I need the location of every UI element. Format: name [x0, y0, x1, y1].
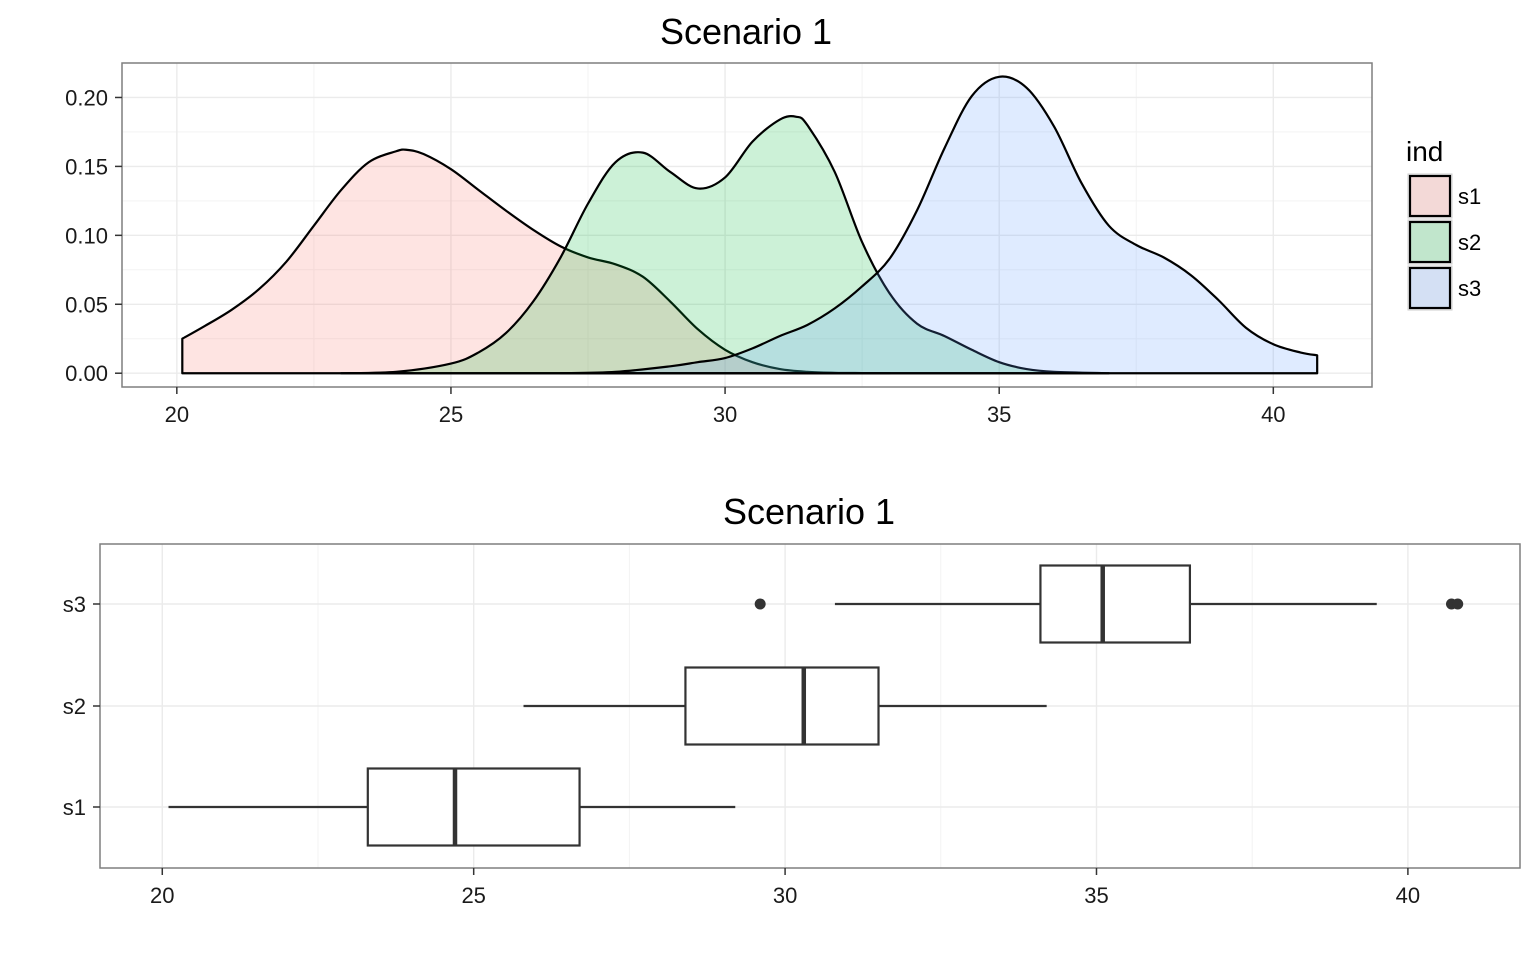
- box-s2: [684, 666, 880, 746]
- legend-key-bg: [1407, 173, 1453, 219]
- legend-label-s1: s1: [1458, 184, 1481, 209]
- density-x-tick-label: 25: [439, 402, 463, 427]
- density-x-tick-label: 35: [987, 402, 1011, 427]
- density-x-tick-label: 20: [165, 402, 189, 427]
- boxplot-x-tick-label: 40: [1396, 883, 1420, 908]
- density-x-tick-label: 30: [713, 402, 737, 427]
- box-s3: [1039, 564, 1192, 644]
- boxplot-y-tick-label: s1: [63, 795, 86, 820]
- density-panel-border: [121, 62, 1373, 388]
- density-area-s2: [340, 115, 1110, 375]
- density-plot: Scenario 1 20 25 30 35 40 0.00 0.05 0.10 0.15 0.2…: [65, 11, 1481, 427]
- legend-keys: s1 s2 s3: [1407, 173, 1481, 311]
- boxplot-boxes: [168, 564, 1464, 847]
- boxplot-x-tick-label: 20: [150, 883, 174, 908]
- boxplot-title: Scenario 1: [723, 491, 895, 532]
- density-areas: [181, 75, 1319, 375]
- legend-key-s2: [1408, 220, 1452, 264]
- density-area-s3: [559, 75, 1319, 375]
- legend-key-s1: [1408, 174, 1452, 218]
- density-y-tick-label: 0.15: [65, 154, 108, 179]
- legend-key-bg: [1407, 219, 1453, 265]
- legend-label-s3: s3: [1458, 276, 1481, 301]
- boxplot-x-tick-label: 30: [773, 883, 797, 908]
- outlier-s3: [1452, 598, 1464, 610]
- legend-title: ind: [1406, 136, 1443, 167]
- density-y-tick-label: 0.00: [65, 361, 108, 386]
- density-axes: 20 25 30 35 40 0.00 0.05 0.10 0.15 0.20: [65, 85, 1285, 427]
- boxplot-y-tick-label: s3: [63, 592, 86, 617]
- density-y-tick-label: 0.05: [65, 292, 108, 317]
- boxplot-x-tick-label: 35: [1084, 883, 1108, 908]
- outlier-s3: [754, 598, 766, 610]
- legend: ind s1 s2 s3: [1406, 136, 1481, 311]
- density-area-s1: [181, 148, 891, 375]
- legend-label-s2: s2: [1458, 230, 1481, 255]
- density-title: Scenario 1: [660, 11, 832, 52]
- density-y-tick-label: 0.10: [65, 223, 108, 248]
- legend-key-s3: [1408, 266, 1452, 310]
- density-y-tick-label: 0.20: [65, 85, 108, 110]
- box-plot: Scenario 1 20 25 30 35 40 s1 s2 s3: [63, 491, 1521, 908]
- boxplot-y-tick-label: s2: [63, 694, 86, 719]
- density-x-tick-label: 40: [1261, 402, 1285, 427]
- boxplot-axes: 20 25 30 35 40 s1 s2 s3: [63, 592, 1420, 908]
- legend-key-bg: [1407, 265, 1453, 311]
- box-s1: [366, 767, 581, 847]
- boxplot-x-tick-label: 25: [461, 883, 485, 908]
